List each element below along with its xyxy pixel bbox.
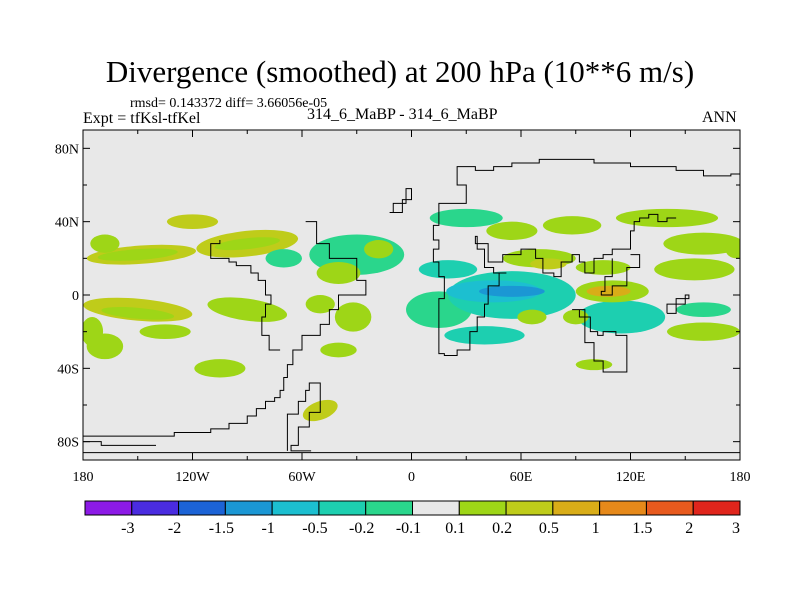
x-tick-label: 60W <box>288 470 316 485</box>
contour-region-35 <box>676 302 731 317</box>
colorbar-label: 0.5 <box>539 520 559 537</box>
coastline-3 <box>432 174 677 356</box>
colorbar-label: -1 <box>261 520 274 537</box>
contour-region-31 <box>575 260 631 275</box>
x-tick-label: 120E <box>616 470 646 485</box>
colorbar-box-2 <box>178 500 226 516</box>
contour-region-2 <box>90 234 120 253</box>
x-tick-label: 60E <box>510 470 533 485</box>
colorbar-label: -3 <box>121 520 134 537</box>
colorbar-label: 1 <box>592 520 600 537</box>
contour-region-43 <box>517 309 547 325</box>
colorbar-label: -0.1 <box>396 520 421 537</box>
coastline-4 <box>456 158 740 177</box>
contour-region-16 <box>320 342 357 358</box>
x-tick-label: 120W <box>175 470 210 485</box>
coastline-7 <box>210 240 281 351</box>
contour-region-1 <box>97 248 178 261</box>
colorbar: -3 -2 -1.5 -1 -0.5 -0.2 -0.1 0.1 0.2 0.5 1 1.5 2 3 <box>84 500 741 537</box>
y-tick-label: 80N <box>55 142 79 157</box>
colorbar-box-8 <box>458 500 507 516</box>
contour-region-34 <box>667 322 740 341</box>
colorbar-label: 0.1 <box>445 520 465 537</box>
contour-region-5 <box>166 214 219 230</box>
contour-region-23 <box>479 285 545 297</box>
contour-region-14 <box>139 324 191 339</box>
coastline-6 <box>572 309 628 373</box>
contour-region-13 <box>207 297 288 322</box>
colorbar-box-9 <box>505 500 554 516</box>
contour-region-32 <box>654 258 735 281</box>
contour-region-19 <box>305 295 335 314</box>
x-tick-label: 180 <box>73 470 94 485</box>
contour-region-38 <box>429 208 503 228</box>
coastline-5 <box>389 188 412 213</box>
chart-title: Divergence (smoothed) at 200 hPa (10**6 … <box>105 54 695 89</box>
contour-fill-group <box>83 208 740 422</box>
contour-region-11 <box>101 306 175 320</box>
coastline-10 <box>666 294 690 314</box>
y-tick-label: 40S <box>57 362 79 377</box>
contour-region-33 <box>663 232 740 255</box>
colorbar-label: 1.5 <box>632 520 652 537</box>
contour-region-39 <box>486 221 538 240</box>
contour-region-42 <box>83 317 104 347</box>
contour-region-24 <box>418 260 478 279</box>
colorbar-box-10 <box>552 500 601 516</box>
colorbar-label: 2 <box>685 520 693 537</box>
y-tick-label: 0 <box>72 289 79 304</box>
contour-region-30 <box>586 285 631 297</box>
contour-region-44 <box>562 309 589 325</box>
contour-region-7 <box>364 240 394 259</box>
colorbar-box-13 <box>692 500 741 516</box>
coastline-2 <box>286 382 321 452</box>
contour-region-9 <box>265 249 302 268</box>
coastline-11 <box>83 441 156 446</box>
colorbar-label: 3 <box>732 520 740 537</box>
coastline-group <box>83 158 740 460</box>
coastline-0 <box>83 221 367 437</box>
contour-region-26 <box>530 258 567 270</box>
comparison-label: 314_6_MaBP - 314_6_MaBP <box>307 106 498 123</box>
colorbar-box-6 <box>365 500 414 516</box>
contour-region-28 <box>577 300 666 334</box>
colorbar-box-3 <box>224 500 273 516</box>
y-tick-label: 40N <box>55 216 79 231</box>
colorbar-box-0 <box>84 500 133 516</box>
experiment-label: Expt = tfKsl-tfKel <box>83 110 201 127</box>
contour-region-27 <box>444 326 525 345</box>
colorbar-box-5 <box>318 500 367 516</box>
contour-region-15 <box>194 359 246 378</box>
colorbar-label: -2 <box>168 520 181 537</box>
y-tick-label: 80S <box>57 436 79 451</box>
axis-ticks <box>82 130 741 460</box>
x-tick-label: 180 <box>730 470 751 485</box>
stats-line: rmsd= 0.143372 diff= 3.66056e-05 <box>130 96 328 111</box>
coastline-9 <box>600 254 641 296</box>
colorbar-label: 0.2 <box>492 520 512 537</box>
colorbar-box-12 <box>645 500 694 516</box>
colorbar-box-7 <box>412 500 460 516</box>
colorbar-box-11 <box>599 500 647 516</box>
contour-region-18 <box>334 302 372 332</box>
colorbar-label: -0.5 <box>302 520 327 537</box>
contour-region-36 <box>542 216 602 235</box>
colorbar-box-1 <box>131 500 180 516</box>
contour-region-41 <box>725 240 740 259</box>
x-tick-label: 0 <box>408 470 415 485</box>
colorbar-box-4 <box>271 500 320 516</box>
colorbar-label: -0.2 <box>349 520 374 537</box>
contour-region-8 <box>316 262 361 284</box>
colorbar-label: -1.5 <box>209 520 234 537</box>
contour-region-4 <box>214 237 280 251</box>
season-label: ANN <box>702 109 737 126</box>
